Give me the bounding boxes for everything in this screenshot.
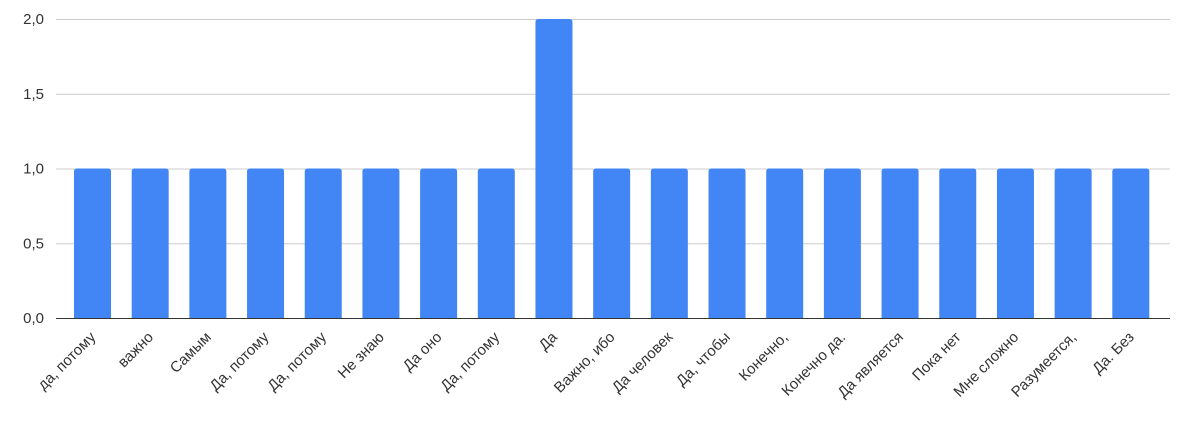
x-category-label: Да, потому xyxy=(207,328,273,394)
bar xyxy=(823,168,861,318)
bar xyxy=(1112,168,1150,318)
bar xyxy=(189,168,227,318)
x-category-label: Важно, ибо xyxy=(551,329,619,397)
bar xyxy=(708,168,746,318)
x-category-label: Да человек xyxy=(609,328,677,396)
x-category-label: Конечно, xyxy=(736,329,792,385)
bar xyxy=(420,168,458,318)
x-category-label: Пока нет xyxy=(909,329,965,385)
x-category-label: Да, чтобы xyxy=(673,329,734,390)
y-tick-label: 1,5 xyxy=(23,86,44,103)
bar xyxy=(477,168,515,318)
x-category-label: Да оно xyxy=(400,329,446,375)
bar xyxy=(362,168,400,318)
y-tick-label: 1,0 xyxy=(23,161,44,178)
x-category-label: важно xyxy=(115,329,157,371)
bar xyxy=(766,168,804,318)
bars xyxy=(74,19,1150,318)
x-category-label: Да, потому xyxy=(437,328,503,394)
y-tick-label: 2,0 xyxy=(23,11,44,28)
x-category-label: да, потому xyxy=(35,328,100,393)
y-tick-label: 0,0 xyxy=(23,310,44,327)
bar xyxy=(247,168,285,318)
x-category-label: Да. Без xyxy=(1089,329,1138,378)
x-category-label: Да xyxy=(536,328,562,354)
y-axis-ticks: 0,0 0,5 1,0 1,5 2,0 xyxy=(23,11,44,327)
y-tick-label: 0,5 xyxy=(23,235,44,252)
bar xyxy=(939,168,977,318)
x-category-label: Не знаю xyxy=(335,329,388,382)
bar xyxy=(131,168,169,318)
bar xyxy=(593,168,631,318)
bar xyxy=(650,168,688,318)
bar xyxy=(304,168,342,318)
bar xyxy=(881,168,919,318)
bar xyxy=(74,168,111,318)
bar xyxy=(996,168,1034,318)
x-category-label: Да, потому xyxy=(264,328,330,394)
bar xyxy=(535,19,573,318)
x-category-label: Самым xyxy=(167,329,215,377)
bar xyxy=(1054,168,1092,318)
